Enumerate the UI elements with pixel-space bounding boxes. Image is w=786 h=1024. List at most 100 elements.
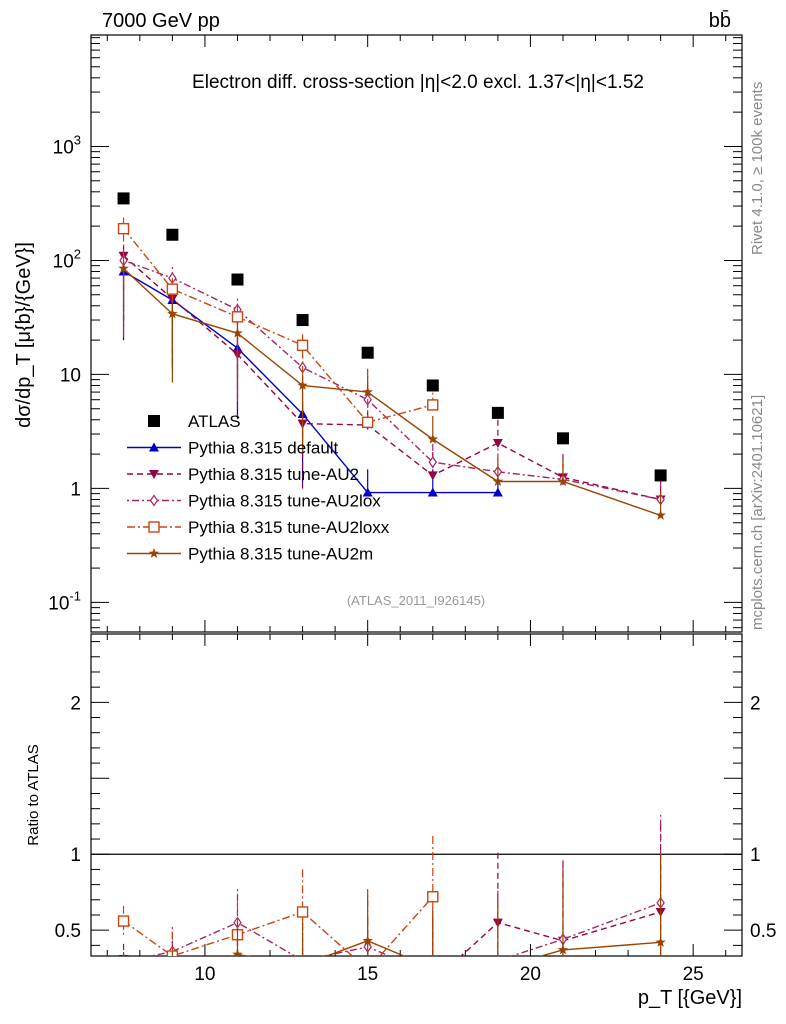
ratio-point bbox=[167, 961, 177, 970]
data-point bbox=[167, 308, 178, 319]
x-axis-label: p_T [{GeV}] bbox=[638, 987, 742, 1009]
legend-label: Pythia 8.315 default bbox=[188, 439, 339, 458]
legend-marker bbox=[148, 415, 160, 427]
ratio-point bbox=[232, 948, 243, 956]
legend-label: Pythia 8.315 tune-AU2 bbox=[188, 465, 359, 484]
ratio-point bbox=[118, 964, 128, 974]
ratio-point bbox=[297, 960, 307, 970]
data-point bbox=[231, 311, 244, 323]
ratio-tick-label-right: 2 bbox=[750, 693, 761, 714]
rivet-label: Rivet 4.1.0, ≥ 100k events bbox=[749, 82, 766, 255]
data-point bbox=[361, 416, 374, 429]
ratio-point bbox=[362, 935, 373, 946]
x-tick-label: 20 bbox=[520, 964, 541, 985]
y-axis-label: dσ/dp_T [μ{b}/{GeV}] bbox=[13, 242, 35, 428]
atlas-point bbox=[654, 469, 667, 482]
ratio-series-2 bbox=[120, 814, 665, 979]
legend-label: Pythia 8.315 tune-AU2loxx bbox=[188, 518, 390, 537]
y-tick-label: 102 bbox=[53, 246, 81, 272]
x-tick-label: 15 bbox=[357, 964, 378, 985]
ratio-series-4 bbox=[118, 854, 666, 980]
data-point bbox=[655, 509, 666, 520]
data-point bbox=[427, 471, 438, 481]
data-point bbox=[492, 439, 503, 449]
main-panel-frame bbox=[90, 34, 743, 633]
legend-marker bbox=[149, 470, 159, 479]
atlas-point bbox=[361, 346, 374, 359]
y-tick-label: 1 bbox=[70, 479, 81, 500]
ratio-panel-frame bbox=[90, 633, 743, 957]
y-tick-label: 10 bbox=[60, 365, 81, 386]
atlas-point bbox=[426, 379, 439, 392]
ratio-point bbox=[428, 978, 438, 987]
series-3 bbox=[117, 217, 439, 429]
ratio-point bbox=[117, 915, 130, 927]
series-4 bbox=[118, 257, 666, 520]
series-line bbox=[123, 255, 661, 501]
data-point bbox=[427, 487, 438, 497]
atlas-point bbox=[117, 192, 130, 205]
ratio-line bbox=[123, 896, 434, 956]
analysis-id: (ATLAS_2011_I926145) bbox=[347, 593, 485, 608]
y-tick-label: 10-1 bbox=[48, 588, 81, 614]
atlas-point bbox=[231, 273, 244, 286]
ratio-series-3 bbox=[117, 836, 439, 956]
data-point bbox=[428, 456, 438, 469]
atlas-point bbox=[166, 228, 179, 241]
data-point bbox=[362, 487, 373, 497]
atlas-point bbox=[296, 314, 309, 327]
legend-label: Pythia 8.315 tune-AU2lox bbox=[188, 492, 381, 511]
mcplots-label: mcplots.cern.ch [arXiv:2401.10621] bbox=[749, 395, 766, 630]
atlas-point bbox=[556, 432, 569, 445]
ratio-tick-label-left: 0.5 bbox=[55, 921, 81, 942]
ratio-tick-label-right: 1 bbox=[750, 845, 761, 866]
data-point bbox=[492, 475, 504, 486]
ratio-point bbox=[493, 963, 503, 973]
axes: 10 15 20 25 10-1 1 10 102 103 0.5 0.5 1 1 2 2 bbox=[48, 35, 776, 985]
legend-label: Pythia 8.315 tune-AU2m bbox=[188, 545, 373, 564]
data-point bbox=[492, 487, 503, 497]
data-point bbox=[232, 327, 243, 338]
data-point bbox=[427, 433, 439, 444]
legend-marker bbox=[148, 548, 160, 558]
series-line bbox=[123, 228, 433, 424]
main-series bbox=[117, 192, 667, 520]
legend-marker bbox=[149, 494, 159, 507]
x-tick-label: 25 bbox=[683, 964, 704, 985]
ratio-series bbox=[117, 814, 666, 993]
legend-marker bbox=[148, 521, 160, 533]
data-point bbox=[427, 399, 439, 411]
x-tick-label: 10 bbox=[194, 964, 215, 985]
ratio-point bbox=[301, 954, 304, 956]
atlas-point bbox=[491, 406, 504, 419]
series-line bbox=[123, 259, 661, 501]
ratio-point bbox=[296, 906, 309, 918]
y-tick-label: 103 bbox=[53, 132, 81, 158]
ratio-point bbox=[120, 957, 127, 967]
data-point bbox=[117, 222, 130, 235]
ratio-point bbox=[167, 970, 177, 980]
legend-marker bbox=[149, 442, 159, 452]
data-point bbox=[166, 283, 179, 295]
ratio-point bbox=[429, 969, 436, 979]
data-point bbox=[118, 262, 129, 273]
ratio-point bbox=[232, 969, 242, 978]
ratio-point bbox=[428, 963, 438, 973]
ratio-point bbox=[427, 891, 439, 903]
ratio-tick-label-left: 2 bbox=[70, 693, 81, 714]
ratio-point bbox=[655, 936, 666, 947]
ratio-point bbox=[298, 984, 308, 993]
data-point bbox=[362, 386, 373, 397]
ratio-point bbox=[496, 954, 499, 956]
ratio-y-axis-label: Ratio to ATLAS bbox=[25, 744, 42, 845]
chart-title: Electron diff. cross-section |η|<2.0 exc… bbox=[192, 72, 644, 93]
legend-label: ATLAS bbox=[188, 412, 241, 431]
ratio-point bbox=[557, 944, 569, 955]
data-point bbox=[297, 379, 308, 390]
header-right: bb̄ bbox=[709, 9, 731, 32]
ratio-tick-label-right: 0.5 bbox=[750, 921, 776, 942]
ratio-tick-label-left: 1 bbox=[70, 845, 81, 866]
legend: ATLAS Pythia 8.315 default Pythia 8.315 tu… bbox=[127, 412, 390, 564]
header-left: 7000 GeV pp bbox=[102, 10, 220, 32]
